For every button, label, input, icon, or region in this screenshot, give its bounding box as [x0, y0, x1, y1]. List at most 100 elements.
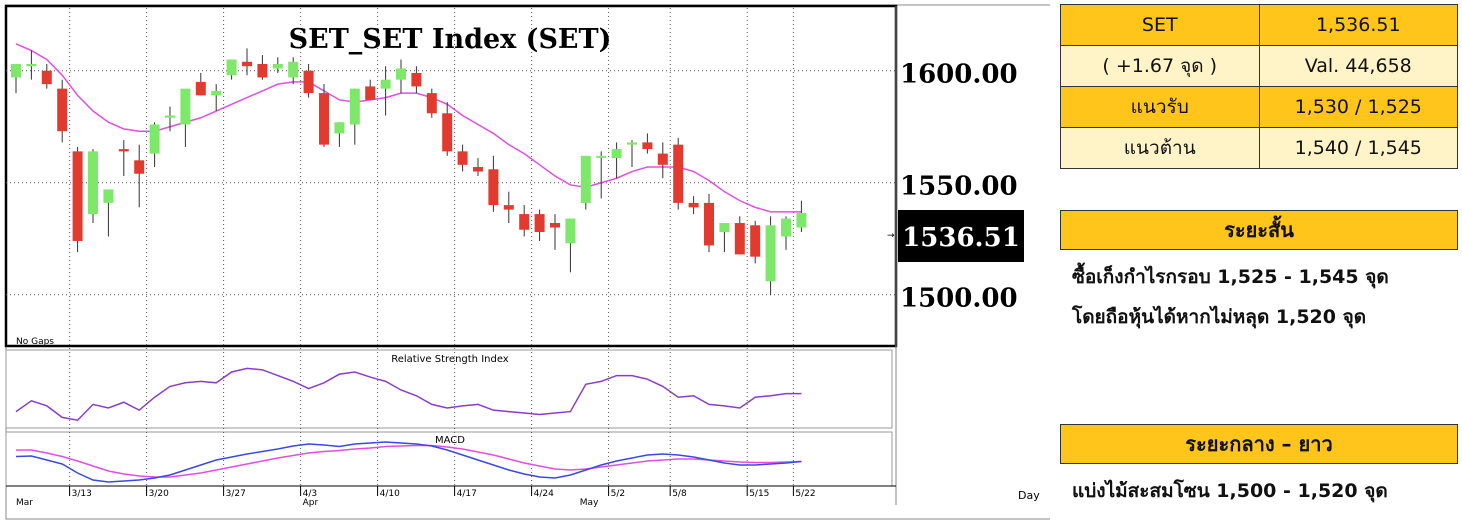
candle-down	[41, 70, 52, 85]
candle-down	[488, 169, 499, 206]
date-tick-label: 3/20	[149, 489, 169, 499]
change-cell: ( +1.67 จุด )	[1060, 45, 1260, 87]
rsi-polyline	[15, 367, 802, 422]
candle-up	[88, 151, 98, 215]
rsi-line	[15, 367, 802, 422]
candle-up	[796, 212, 807, 228]
chart-title: SET_SET Index (SET)	[289, 24, 612, 55]
candle-down	[473, 167, 483, 172]
price-tick-label: 1600.00	[900, 60, 1018, 90]
macd-main-line	[15, 441, 802, 483]
candle-up	[349, 88, 360, 125]
candle-down	[688, 202, 699, 208]
date-tick-label: 4/3	[303, 489, 317, 499]
last-price-label: 1536.51	[902, 223, 1020, 253]
price-tick-label: 1550.00	[900, 172, 1018, 202]
candle-up	[396, 68, 406, 80]
last-price-box	[898, 210, 1024, 262]
value-cell: Val. 44,658	[1258, 45, 1458, 87]
candle-up	[781, 218, 791, 237]
mid-long-term-header: ระยะกลาง – ยาว	[1060, 424, 1458, 464]
date-tick-label: 5/22	[795, 489, 815, 499]
candle-up	[611, 149, 622, 159]
candle-down	[657, 153, 668, 165]
candle-down	[550, 223, 560, 228]
candle-up	[765, 225, 776, 282]
candle-up	[565, 218, 576, 244]
candle-up	[103, 189, 114, 203]
candle-down	[242, 61, 252, 67]
candle-down	[519, 214, 530, 230]
candle-down	[411, 72, 422, 87]
mid-long-term-line1: แบ่งไม้สะสมโซน 1,500 - 1,520 จุด	[1072, 480, 1388, 502]
date-tick-label: 5/2	[611, 489, 625, 499]
price-tick-label: 1500.00	[900, 284, 1018, 314]
date-tick-label: 5/8	[672, 489, 687, 499]
candle-up	[288, 61, 299, 78]
quote-table: SET 1,536.51 ( +1.67 จุด ) Val. 44,658 แ…	[1060, 4, 1458, 169]
resistance-label: แนวต้าน	[1060, 127, 1260, 169]
candle-down	[57, 88, 68, 132]
date-tick-label: 3/13	[72, 489, 92, 499]
candle-down	[673, 144, 684, 203]
support-value: 1,530 / 1,525	[1258, 86, 1458, 128]
candle-down	[642, 142, 653, 150]
candle-up	[627, 142, 637, 145]
symbol-cell: SET	[1060, 4, 1260, 46]
date-tick-label: 4/17	[457, 489, 477, 499]
last-price-arrow: →	[887, 231, 895, 241]
candle-up	[11, 64, 21, 78]
candle-up	[380, 79, 391, 89]
macd-title: MACD	[435, 435, 465, 446]
candle-down	[442, 113, 453, 152]
grid-lines	[6, 8, 896, 486]
candle-down	[319, 93, 329, 145]
candle-down	[134, 160, 145, 174]
candle-down	[118, 149, 129, 152]
candle-down	[704, 202, 714, 246]
rsi-title: Relative Strength Index	[391, 354, 509, 365]
candle-up	[226, 59, 237, 76]
candle-down	[72, 151, 83, 241]
candle-down	[365, 86, 376, 100]
short-term-line2: โดยถือหุ้นได้หากไม่หลุด 1,520 จุด	[1072, 306, 1367, 328]
date-tick-label: 4/10	[380, 489, 400, 499]
candle-down	[503, 205, 514, 210]
candle-up	[272, 64, 283, 69]
stock-chart: 1600.00 1550.00 1500.00 3/13 3/20 3/27 4/3 4/10…	[4, 4, 1050, 520]
moving-average	[15, 43, 802, 213]
candle-down	[750, 225, 761, 257]
date-tick-label: 3/27	[226, 489, 246, 499]
short-term-line1: ซื้อเก็งกำไรกรอบ 1,525 - 1,545 จุด	[1072, 266, 1389, 288]
month-label: May	[580, 498, 599, 508]
rsi-panel-frame	[5, 349, 893, 429]
candles	[11, 48, 807, 295]
candle-up	[211, 90, 222, 96]
axis-labels: 1600.00 1550.00 1500.00 3/13 3/20 3/27 4/3 4/10…	[16, 60, 1018, 508]
price-cell: 1,536.51	[1258, 4, 1458, 46]
candle-up	[719, 223, 730, 232]
candle-up	[165, 115, 175, 118]
candle-up	[149, 124, 160, 154]
candle-up	[580, 155, 591, 203]
short-term-header: ระยะสั้น	[1060, 210, 1458, 250]
candle-up	[180, 88, 191, 125]
candle-up	[26, 64, 37, 67]
month-label: Apr	[303, 498, 319, 508]
month-label: Mar	[16, 498, 33, 508]
chart-outer-frame	[5, 4, 1050, 520]
macd-signal-line	[16, 444, 802, 478]
candle-down	[303, 70, 314, 94]
no-gaps-label: No Gaps	[16, 337, 54, 347]
candle-down	[734, 223, 745, 255]
candle-up	[334, 122, 345, 134]
chart-area: 1600.00 1550.00 1500.00 3/13 3/20 3/27 4/3 4/10…	[4, 4, 1050, 520]
candle-down	[257, 64, 268, 78]
date-tick-label: 4/24	[534, 489, 554, 499]
candle-down	[426, 93, 437, 114]
candle-down	[534, 214, 545, 232]
candle-down	[457, 151, 468, 165]
support-label: แนวรับ	[1060, 86, 1260, 128]
candle-down	[195, 81, 206, 96]
ma-line	[15, 43, 802, 213]
